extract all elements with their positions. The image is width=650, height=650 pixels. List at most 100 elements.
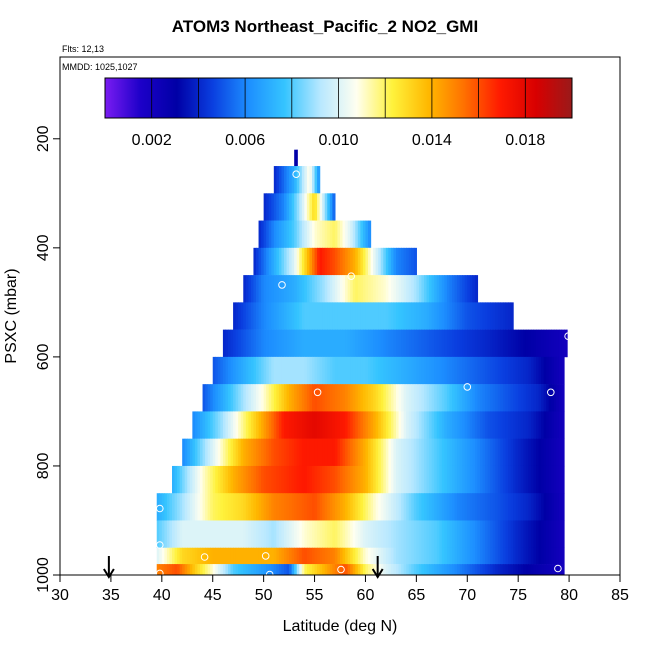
heatmap-cell — [329, 356, 333, 385]
heatmap-cell — [273, 520, 277, 549]
heatmap-cell — [281, 411, 285, 439]
heatmap-cell — [502, 411, 507, 439]
heatmap-cell — [314, 547, 318, 565]
heatmap-cell — [474, 411, 479, 439]
x-axis-label: Latitude (deg N) — [283, 618, 398, 635]
heatmap-cell — [322, 384, 326, 412]
heatmap-cell — [233, 564, 237, 575]
heatmap-cell — [505, 411, 509, 439]
heatmap-cell — [294, 547, 298, 565]
heatmap-cell — [266, 520, 270, 549]
heatmap-cell — [296, 438, 300, 467]
heatmap-cell — [334, 438, 339, 467]
heatmap-cell — [444, 329, 448, 358]
heatmap-cell — [454, 302, 458, 330]
heatmap-cells — [156, 149, 568, 575]
heatmap-cell — [350, 302, 354, 330]
heatmap-cell — [454, 547, 458, 565]
heatmap-cell — [319, 493, 323, 521]
heatmap-cell — [564, 329, 568, 358]
heatmap-cell — [536, 411, 540, 439]
heatmap-cell — [538, 356, 542, 385]
heatmap-cell — [474, 520, 479, 549]
heatmap-cell — [169, 520, 173, 549]
heatmap-cell — [347, 329, 351, 358]
heatmap-cell — [250, 302, 255, 330]
heatmap-cell — [459, 329, 463, 358]
heatmap-cell — [492, 564, 496, 575]
heatmap-cell — [179, 564, 183, 575]
heatmap-cell — [314, 411, 318, 439]
heatmap-cell — [551, 465, 555, 494]
heatmap-cell — [322, 329, 326, 358]
heatmap-cell — [525, 493, 529, 521]
heatmap-cell — [452, 564, 456, 575]
heatmap-cell — [268, 564, 272, 575]
heatmap-cell — [334, 384, 339, 412]
heatmap-cell — [385, 411, 389, 439]
heatmap-cell — [289, 166, 293, 194]
heatmap-cell — [561, 520, 565, 549]
heatmap-cell — [492, 329, 496, 358]
heatmap-cell — [194, 564, 199, 575]
heatmap-cell — [429, 356, 433, 385]
heatmap-cell — [329, 493, 333, 521]
heatmap-cell — [273, 547, 277, 565]
heatmap-cell — [342, 275, 346, 303]
heatmap-cell — [217, 411, 221, 439]
heatmap-cell — [172, 520, 176, 549]
heatmap-cell — [388, 465, 392, 494]
heatmap-cell — [222, 411, 227, 439]
heatmap-cell — [233, 329, 237, 358]
heatmap-cell — [322, 302, 326, 330]
heatmap-cell — [490, 384, 494, 412]
heatmap-cell — [314, 465, 318, 494]
heatmap-cell — [495, 411, 499, 439]
x-tick-label: 40 — [153, 587, 171, 604]
heatmap-cell — [207, 520, 211, 549]
heatmap-cell — [462, 493, 466, 521]
heatmap-cell — [350, 547, 354, 565]
colorbar-ticks: 0.002 0.006 0.010 0.014 0.018 — [132, 78, 545, 149]
heatmap-cell — [319, 520, 323, 549]
heatmap-cell — [383, 520, 387, 549]
heatmap-cell — [210, 520, 214, 549]
heatmap-cell — [416, 329, 420, 358]
heatmap-cell — [380, 356, 384, 385]
heatmap-cell — [495, 547, 499, 565]
heatmap-cell — [261, 465, 265, 494]
heatmap-cell — [306, 275, 311, 303]
heatmap-cell — [337, 411, 341, 439]
heatmap-cell — [327, 465, 331, 494]
heatmap-cell — [205, 384, 209, 412]
heatmap-cell — [469, 356, 473, 385]
heatmap-cell — [281, 302, 285, 330]
heatmap-cell — [332, 547, 336, 565]
heatmap-cell — [413, 411, 417, 439]
heatmap-cell — [281, 465, 285, 494]
heatmap-cell — [490, 564, 494, 575]
heatmap-cell — [352, 438, 356, 467]
heatmap-cell — [403, 411, 407, 439]
heatmap-cell — [441, 356, 445, 385]
heatmap-cell — [365, 438, 369, 467]
heatmap-cell — [390, 329, 395, 358]
heatmap-cell — [284, 302, 288, 330]
heatmap-cell — [436, 564, 440, 575]
heatmap-cell — [220, 493, 224, 521]
heatmap-cell — [197, 547, 201, 565]
heatmap-cell — [385, 329, 389, 358]
heatmap-cell — [518, 356, 522, 385]
heatmap-cell — [543, 493, 547, 521]
heatmap-cell — [408, 547, 412, 565]
heatmap-cell — [278, 275, 283, 303]
heatmap-cell — [271, 247, 275, 276]
heatmap-cell — [268, 465, 272, 494]
heatmap-cell — [256, 356, 260, 385]
heatmap-cell — [536, 438, 540, 467]
heatmap-cell — [314, 438, 318, 467]
heatmap-cell — [378, 493, 382, 521]
heatmap-cell — [480, 329, 484, 358]
heatmap-cell — [434, 564, 438, 575]
heatmap-cell — [322, 438, 326, 467]
